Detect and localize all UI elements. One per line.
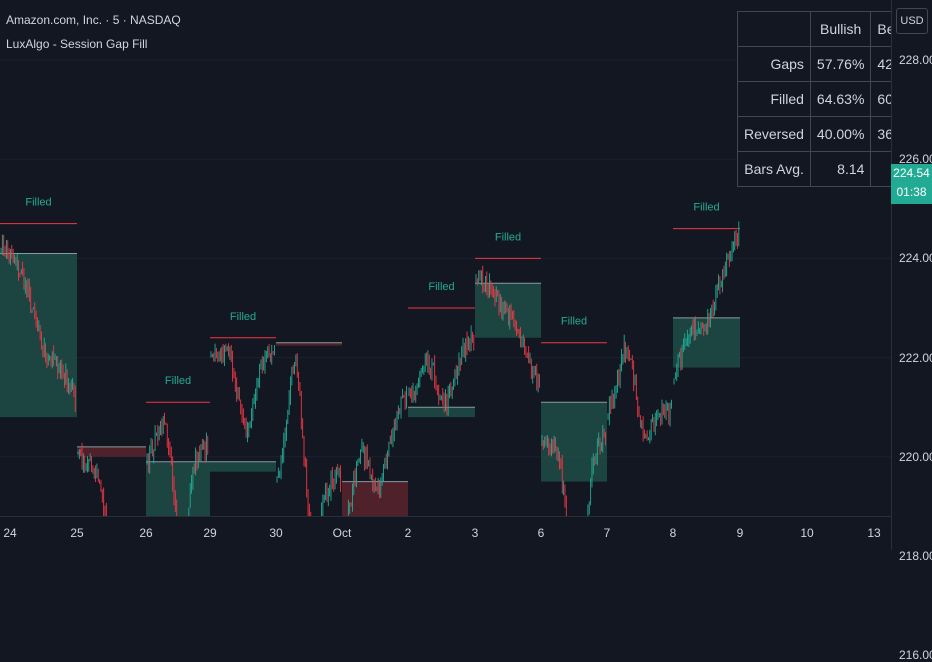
time-tick-label: Oct [332, 526, 352, 540]
time-tick-label: 30 [269, 526, 283, 540]
gap-zones [0, 223, 740, 516]
gap-zone [77, 446, 146, 457]
time-tick-label: 26 [139, 526, 153, 540]
gap-filled-label: Filled [428, 281, 454, 293]
price-tick-label: 224.00 [899, 251, 932, 266]
price-tick-label: 220.00 [899, 449, 932, 464]
symbol-title: Amazon.com, Inc. · 5 · NASDAQ [6, 13, 181, 27]
time-tick-label: 7 [603, 526, 611, 540]
time-tick-label: 25 [70, 526, 84, 540]
gap-filled-label: Filled [495, 231, 521, 243]
gap-zone [146, 461, 210, 516]
gap-zone [541, 402, 607, 482]
gap-zone [276, 342, 342, 346]
price-chart[interactable]: Filled Filled Filled Filled Filled Filled Fill… [0, 0, 891, 516]
time-tick-label: 2 [404, 526, 412, 540]
stats-row-label: Filled [737, 81, 811, 117]
stats-corner-cell [737, 11, 811, 47]
time-tick-label: 10 [800, 526, 814, 540]
stats-bullish-value: 40.00% [809, 116, 872, 152]
stats-bullish-value: 57.76% [809, 46, 872, 82]
time-tick-label: 9 [736, 526, 744, 540]
price-tick-label: 216.00 [899, 648, 932, 662]
last-price-badge: 224.54 01:38 [891, 164, 932, 204]
time-tick-label: 3 [471, 526, 479, 540]
bar-countdown: 01:38 [896, 185, 927, 199]
price-tick-label: 226.00 [899, 152, 932, 167]
price-axis[interactable]: 228.00 226.00 224.00 222.00 220.00 218.00 216.… [891, 0, 932, 662]
stats-bullish-value: 8.14 [809, 151, 872, 187]
last-price-value: 224.54 [893, 166, 930, 180]
gap-zone [408, 407, 475, 418]
gap-filled-label: Filled [693, 202, 719, 214]
time-tick-label: 6 [537, 526, 545, 540]
price-tick-label: 222.00 [899, 350, 932, 365]
time-axis[interactable]: 24 25 26 29 30 Oct 2 3 6 7 8 9 10 13 [0, 516, 891, 551]
gap-labels: Filled Filled Filled Filled Filled Filled Fill… [25, 197, 719, 388]
gap-filled-label: Filled [230, 311, 256, 323]
currency-button[interactable]: USD [896, 8, 928, 34]
time-tick-label: 29 [203, 526, 217, 540]
stats-row-label: Gaps [737, 46, 811, 82]
gap-zone [210, 461, 276, 472]
time-tick-label: 8 [669, 526, 677, 540]
gap-zone [0, 253, 77, 418]
gap-filled-label: Filled [25, 197, 51, 209]
time-tick-label: 24 [3, 526, 17, 540]
gap-filled-label: Filled [165, 375, 191, 387]
stats-row-label: Reversed [737, 116, 811, 152]
stats-row-label: Bars Avg. [737, 151, 811, 187]
indicator-title[interactable]: LuxAlgo - Session Gap Fill [6, 37, 148, 51]
stats-column-header: Bullish [809, 11, 872, 47]
gap-filled-label: Filled [561, 316, 587, 328]
stats-bullish-value: 64.63% [809, 81, 872, 117]
candles [0, 221, 740, 516]
price-tick-label: 228.00 [899, 53, 932, 67]
time-tick-label: 13 [867, 526, 881, 540]
price-tick-label: 218.00 [899, 549, 932, 563]
